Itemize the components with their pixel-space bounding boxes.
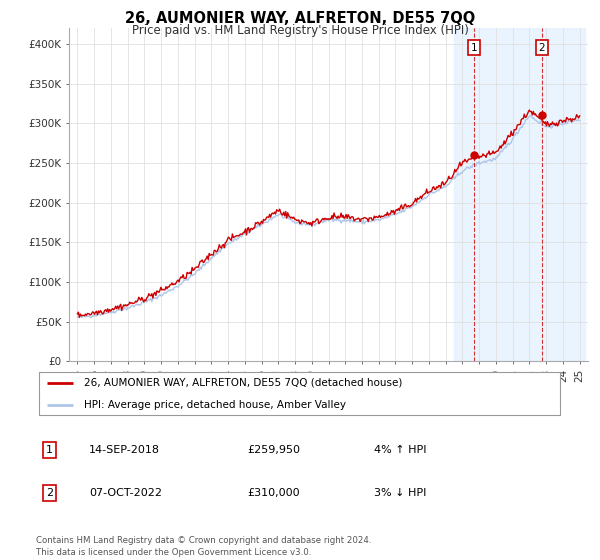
Text: Price paid vs. HM Land Registry's House Price Index (HPI): Price paid vs. HM Land Registry's House … [131, 24, 469, 36]
Text: 14-SEP-2018: 14-SEP-2018 [89, 445, 160, 455]
Text: 26, AUMONIER WAY, ALFRETON, DE55 7QQ: 26, AUMONIER WAY, ALFRETON, DE55 7QQ [125, 11, 475, 26]
Text: Contains HM Land Registry data © Crown copyright and database right 2024.
This d: Contains HM Land Registry data © Crown c… [36, 536, 371, 557]
Text: 1: 1 [471, 43, 478, 53]
Text: 07-OCT-2022: 07-OCT-2022 [89, 488, 162, 498]
FancyBboxPatch shape [38, 371, 560, 416]
Text: HPI: Average price, detached house, Amber Valley: HPI: Average price, detached house, Ambe… [83, 400, 346, 410]
Text: 1: 1 [46, 445, 53, 455]
Text: 2: 2 [539, 43, 545, 53]
Text: 26, AUMONIER WAY, ALFRETON, DE55 7QQ (detached house): 26, AUMONIER WAY, ALFRETON, DE55 7QQ (de… [83, 378, 402, 388]
Text: 3% ↓ HPI: 3% ↓ HPI [374, 488, 426, 498]
Bar [454, 28, 584, 361]
Text: 2: 2 [46, 488, 53, 498]
Text: 4% ↑ HPI: 4% ↑ HPI [374, 445, 427, 455]
Text: £259,950: £259,950 [247, 445, 300, 455]
Text: £310,000: £310,000 [247, 488, 300, 498]
